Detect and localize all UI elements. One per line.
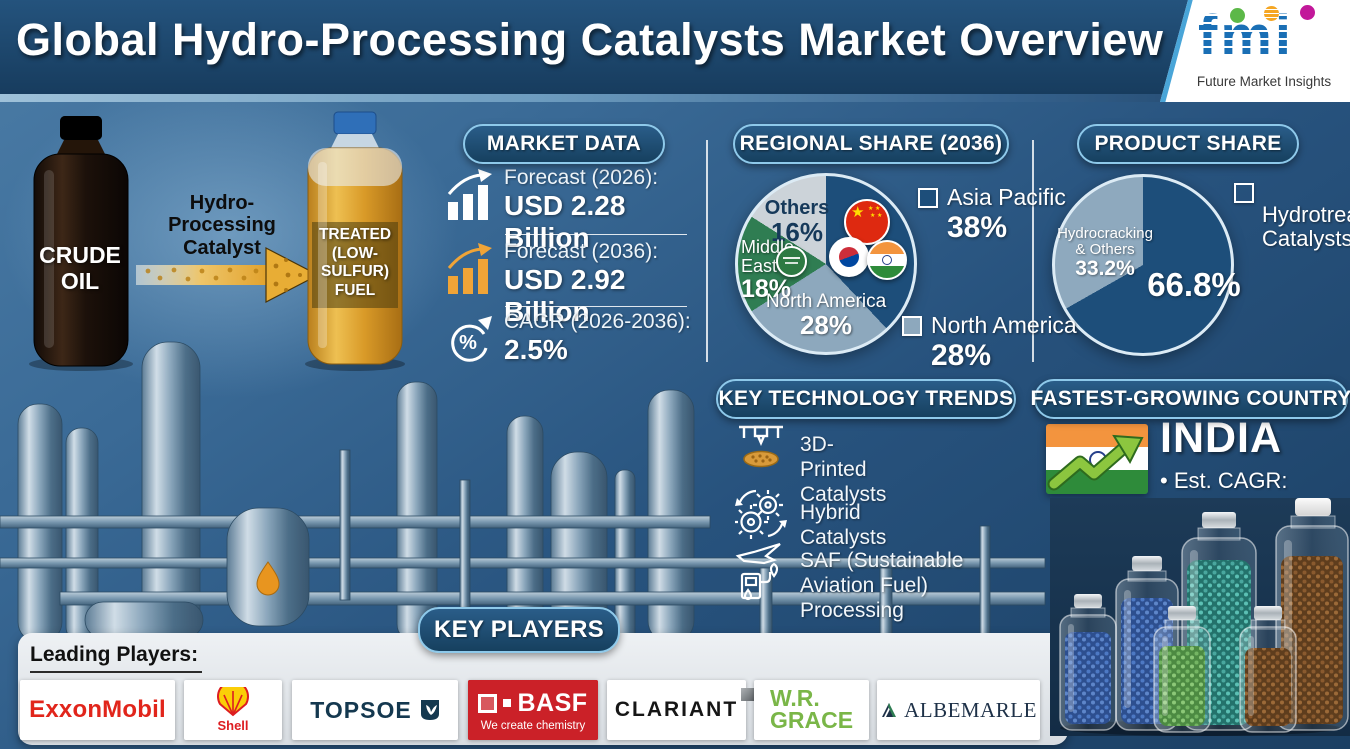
legend-hydrotreating: Hydrotreating Catalysts (1234, 180, 1350, 251)
india-flag-icon (867, 240, 907, 280)
shell-pecten-icon (217, 687, 249, 717)
percent-growth-circle-icon: % (451, 316, 492, 362)
key-players-heading: KEY PLAYERS (418, 607, 620, 653)
regional-share-heading: REGIONAL SHARE (2036) (733, 124, 1009, 164)
forecast-2036-value: USD 2.92 Billion (504, 264, 626, 327)
forecast-2026-label: Forecast (2026): (504, 166, 659, 189)
section-divider (1032, 140, 1034, 362)
catalyst-pellet-bottles-photo (1050, 498, 1350, 736)
plane-fuel-pump-icon (735, 542, 781, 601)
bottle-brown-small (1239, 606, 1297, 733)
legend-north-america: North America 28% (902, 312, 1077, 373)
legend-swatch-north-america (902, 315, 922, 336)
svg-text:%: % (459, 332, 477, 354)
pie-label-north-america: North America 28% (765, 291, 887, 340)
crude-oil-bottle: CRUDE OIL (22, 114, 140, 377)
market-data-heading: MARKET DATA (463, 124, 665, 164)
growth-arrow-icon (1047, 434, 1144, 491)
technology-trends-heading: KEY TECHNOLOGY TRENDS (716, 379, 1016, 419)
logo-topsoe: TOPSOE (292, 680, 458, 740)
forecast-2026-value: USD 2.28 Billion (504, 190, 626, 253)
fmi-dot-magenta-icon (1300, 5, 1315, 20)
pie-label-others: Others 16% (764, 197, 830, 247)
fmi-dot-green-icon (1230, 8, 1245, 23)
product-share-heading: PRODUCT SHARE (1077, 124, 1299, 164)
bottle-blue-small (1059, 594, 1117, 731)
basf-square-small-icon (503, 699, 512, 707)
oil-drop-icon (256, 561, 280, 596)
pie-label-hydrocracking: Hydrocracking & Others 33.2% (1057, 225, 1153, 280)
south-korea-flag-icon (829, 237, 869, 277)
logo-exxonmobil: ExxonMobil (20, 680, 175, 740)
crude-oil-label: CRUDE OIL (39, 242, 121, 295)
forecast-2036-label: Forecast (2036): (504, 240, 659, 263)
fmi-dot-orange-icon (1264, 6, 1279, 21)
logo-wr-grace: W.R. GRACE (754, 680, 869, 740)
divider (505, 234, 687, 235)
refinery-illustration (0, 341, 1046, 642)
clariant-square-icon (741, 688, 755, 701)
divider (505, 306, 687, 307)
header-bar: Global Hydro-Processing Catalysts Market… (0, 0, 1350, 94)
cagr-label: CAGR (2026-2036): (504, 310, 691, 333)
bar-chart-growth-orange-icon (447, 243, 492, 294)
header-accent-strip (0, 94, 1350, 102)
legend-asia-pacific: Asia Pacific 38% (918, 184, 1066, 245)
leading-players-label: Leading Players: (30, 643, 203, 673)
saudi-arabia-flag-icon (776, 246, 807, 277)
bar-chart-growth-white-icon (447, 169, 492, 220)
process-label: Hydro-Processing Catalyst (168, 192, 276, 259)
legend-swatch-asia-pacific (918, 187, 938, 208)
key-players-panel: Leading Players: ExxonMobil Shell TOPSOE (18, 633, 1068, 745)
catalyst-arrow-icon (136, 247, 320, 303)
basf-square-icon (478, 693, 498, 713)
product-share-pie-chart (1052, 174, 1234, 356)
3d-printer-icon (739, 425, 783, 468)
cagr-value: 2.5% (504, 334, 568, 365)
logo-basf: BASF We create chemistry (468, 680, 598, 740)
topsoe-mark-icon (420, 700, 439, 720)
logo-shell: Shell (184, 680, 282, 740)
logo-albemarle: ALBEMARLE (877, 680, 1040, 740)
china-flag-icon: ★ ★ ★ ★ ★ (844, 199, 890, 245)
pie-label-hydrotreating-pct: 66.8% (1147, 266, 1241, 303)
india-flag-large-icon (1046, 424, 1148, 494)
treated-fuel-bottle: TREATED (LOW-SULFUR) FUEL (298, 110, 412, 377)
section-divider (706, 140, 708, 362)
bottle-green-small (1153, 606, 1211, 733)
albemarle-mark-icon (882, 703, 897, 717)
fastest-country-heading: FASTEST-GROWING COUNTRY (1030, 379, 1350, 419)
logo-clariant: CLARIANT (607, 680, 755, 740)
fmi-logo-text: fmi (1198, 4, 1294, 69)
gears-cycle-icon (735, 489, 787, 539)
treated-fuel-label: TREATED (LOW-SULFUR) FUEL (318, 226, 392, 299)
fastest-country-name: INDIA (1160, 414, 1283, 462)
legend-swatch-hydrotreating (1234, 183, 1254, 203)
fmi-logo: fmi Future Market Insights (1160, 0, 1350, 102)
fmi-logo-tagline: Future Market Insights (1196, 74, 1332, 89)
page-title: Global Hydro-Processing Catalysts Market… (16, 14, 1164, 65)
